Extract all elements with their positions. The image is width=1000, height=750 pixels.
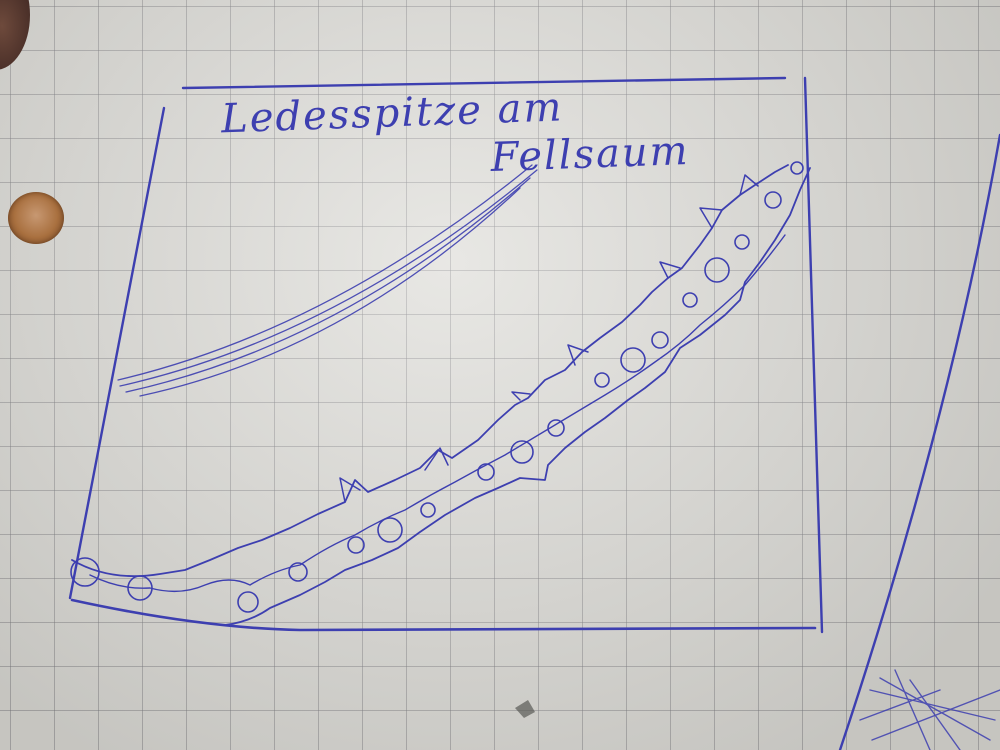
punch-hole xyxy=(8,192,64,244)
sketch-caption: Ledesspitze am Fellsaum xyxy=(220,81,690,196)
frame-right-line xyxy=(803,76,824,634)
right-sketch-line xyxy=(838,133,1000,750)
frame-bottom-line xyxy=(70,598,817,632)
lace-middle-edge xyxy=(89,234,786,593)
curved-strokes xyxy=(117,164,538,397)
lace-lower-edge xyxy=(224,167,811,626)
lace-upper-edge xyxy=(71,164,789,577)
paper-speck xyxy=(515,700,535,718)
frame-top-line xyxy=(181,76,787,90)
frame-left-line xyxy=(68,106,166,600)
lace-holes xyxy=(70,161,804,613)
right-sketch-hatching xyxy=(859,669,1000,750)
lace-picots-upper xyxy=(339,174,759,503)
